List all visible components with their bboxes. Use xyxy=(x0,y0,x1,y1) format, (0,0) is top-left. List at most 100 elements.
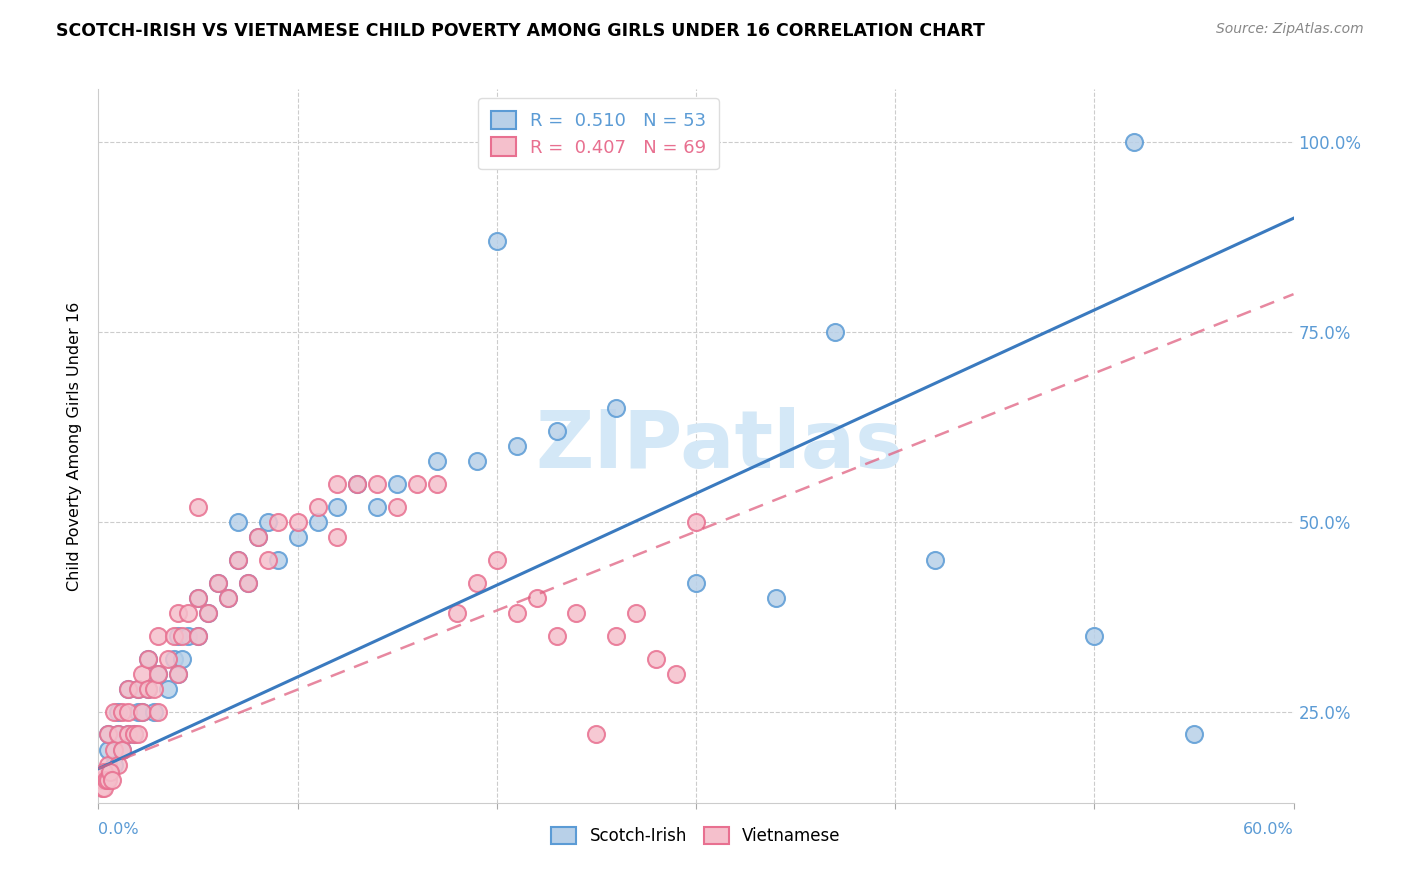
Point xyxy=(148,666,170,681)
Point xyxy=(117,681,139,696)
Point xyxy=(626,606,648,620)
Point xyxy=(172,651,194,665)
Point xyxy=(1123,136,1146,150)
Point xyxy=(226,515,249,529)
Point xyxy=(131,705,153,719)
Point xyxy=(1083,629,1105,643)
Point xyxy=(226,553,249,567)
Point xyxy=(143,705,166,719)
Point xyxy=(97,742,120,756)
Point xyxy=(346,477,368,491)
Point xyxy=(485,553,508,567)
Point xyxy=(526,591,548,605)
Point xyxy=(157,681,180,696)
Point xyxy=(207,575,229,590)
Point xyxy=(111,742,134,756)
Point xyxy=(187,629,209,643)
Point xyxy=(406,477,429,491)
Text: SCOTCH-IRISH VS VIETNAMESE CHILD POVERTY AMONG GIRLS UNDER 16 CORRELATION CHART: SCOTCH-IRISH VS VIETNAMESE CHILD POVERTY… xyxy=(56,22,986,40)
Text: Source: ZipAtlas.com: Source: ZipAtlas.com xyxy=(1216,22,1364,37)
Point xyxy=(506,136,529,150)
Point xyxy=(446,606,468,620)
Point xyxy=(148,705,170,719)
Point xyxy=(385,477,409,491)
Point xyxy=(187,629,209,643)
Point xyxy=(267,553,290,567)
Point xyxy=(177,629,200,643)
Point xyxy=(107,727,129,741)
Point xyxy=(187,591,209,605)
Point xyxy=(117,727,139,741)
Point xyxy=(163,629,186,643)
Point xyxy=(307,515,329,529)
Point xyxy=(645,651,668,665)
Point xyxy=(111,705,134,719)
Point xyxy=(465,575,488,590)
Point xyxy=(236,575,259,590)
Point xyxy=(148,629,170,643)
Text: ZIPatlas: ZIPatlas xyxy=(536,407,904,485)
Point xyxy=(157,651,180,665)
Point xyxy=(605,629,627,643)
Point xyxy=(117,705,139,719)
Point xyxy=(256,553,278,567)
Point xyxy=(177,606,200,620)
Point xyxy=(97,757,120,772)
Point xyxy=(93,780,115,795)
Point xyxy=(426,454,449,468)
Point xyxy=(226,553,249,567)
Point xyxy=(91,780,114,795)
Point xyxy=(167,629,190,643)
Point xyxy=(236,575,259,590)
Point xyxy=(163,651,186,665)
Point xyxy=(924,553,946,567)
Point xyxy=(148,666,170,681)
Point xyxy=(197,606,219,620)
Point xyxy=(685,575,707,590)
Point xyxy=(136,651,159,665)
Point xyxy=(97,772,120,787)
Point xyxy=(127,681,149,696)
Point xyxy=(97,727,120,741)
Point xyxy=(167,666,190,681)
Point xyxy=(246,530,269,544)
Point xyxy=(127,705,149,719)
Point xyxy=(98,765,122,780)
Point xyxy=(103,757,125,772)
Point xyxy=(167,666,190,681)
Point xyxy=(287,530,309,544)
Point xyxy=(136,681,159,696)
Point xyxy=(91,772,114,787)
Point xyxy=(131,705,153,719)
Point xyxy=(207,575,229,590)
Point xyxy=(465,454,488,468)
Point xyxy=(546,629,568,643)
Point xyxy=(426,477,449,491)
Point xyxy=(585,727,607,741)
Point xyxy=(485,234,508,248)
Point xyxy=(136,681,159,696)
Point xyxy=(326,477,349,491)
Y-axis label: Child Poverty Among Girls Under 16: Child Poverty Among Girls Under 16 xyxy=(67,301,83,591)
Point xyxy=(187,500,209,514)
Point xyxy=(506,439,529,453)
Point xyxy=(131,666,153,681)
Point xyxy=(111,742,134,756)
Point xyxy=(107,705,129,719)
Point xyxy=(96,772,118,787)
Point xyxy=(127,681,149,696)
Point xyxy=(326,500,349,514)
Point xyxy=(197,606,219,620)
Point xyxy=(824,325,846,339)
Text: 60.0%: 60.0% xyxy=(1243,822,1294,837)
Point xyxy=(665,666,688,681)
Point xyxy=(217,591,239,605)
Point xyxy=(124,727,146,741)
Point xyxy=(107,757,129,772)
Point xyxy=(246,530,269,544)
Point xyxy=(605,401,627,415)
Point xyxy=(506,606,529,620)
Point xyxy=(136,651,159,665)
Point xyxy=(172,629,194,643)
Text: 0.0%: 0.0% xyxy=(98,822,139,837)
